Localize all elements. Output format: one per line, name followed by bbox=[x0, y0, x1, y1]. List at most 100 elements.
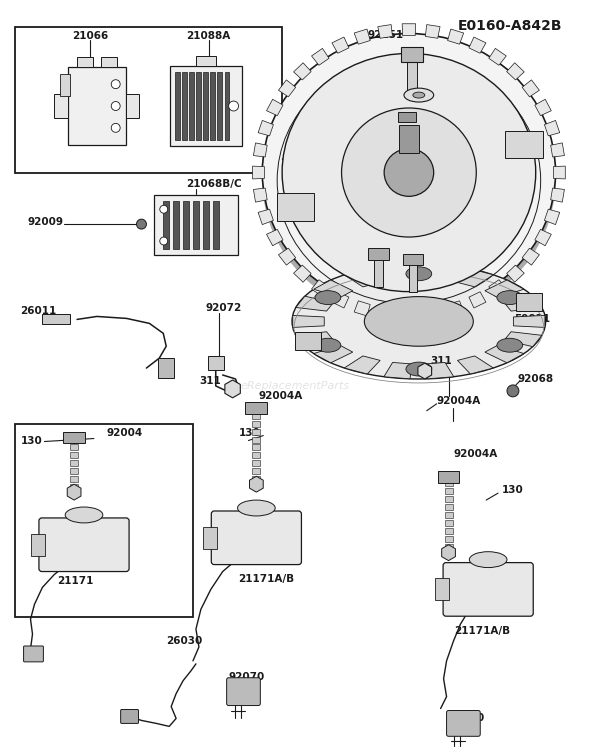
Polygon shape bbox=[294, 63, 311, 80]
Polygon shape bbox=[354, 301, 370, 316]
Polygon shape bbox=[253, 166, 264, 179]
Bar bbox=[225, 72, 230, 140]
Polygon shape bbox=[448, 301, 464, 316]
Circle shape bbox=[136, 219, 146, 229]
Bar bbox=[15, 26, 282, 173]
Polygon shape bbox=[267, 99, 283, 116]
Polygon shape bbox=[507, 63, 525, 80]
Bar bbox=[253, 413, 260, 418]
Bar bbox=[445, 504, 453, 510]
Text: 21171A/B: 21171A/B bbox=[454, 626, 510, 636]
Text: 130: 130 bbox=[21, 436, 42, 445]
Polygon shape bbox=[489, 280, 506, 297]
Bar bbox=[253, 476, 260, 482]
Ellipse shape bbox=[406, 267, 432, 281]
Polygon shape bbox=[258, 210, 273, 225]
Polygon shape bbox=[522, 80, 539, 97]
Polygon shape bbox=[312, 48, 329, 65]
Ellipse shape bbox=[497, 338, 523, 352]
FancyBboxPatch shape bbox=[245, 402, 267, 414]
Circle shape bbox=[160, 205, 168, 213]
Polygon shape bbox=[550, 143, 565, 157]
Bar bbox=[182, 72, 187, 140]
Text: 21066: 21066 bbox=[72, 31, 109, 41]
Bar bbox=[445, 480, 453, 486]
FancyBboxPatch shape bbox=[401, 47, 423, 62]
Text: 130: 130 bbox=[238, 427, 260, 438]
Polygon shape bbox=[513, 315, 545, 327]
Polygon shape bbox=[522, 248, 539, 265]
Bar bbox=[183, 201, 189, 249]
Polygon shape bbox=[507, 265, 525, 282]
Polygon shape bbox=[378, 25, 392, 38]
Polygon shape bbox=[296, 332, 333, 347]
Ellipse shape bbox=[406, 362, 432, 376]
Ellipse shape bbox=[315, 291, 341, 304]
Polygon shape bbox=[402, 24, 416, 35]
Circle shape bbox=[112, 123, 120, 132]
Polygon shape bbox=[332, 291, 349, 308]
Text: 92070: 92070 bbox=[448, 713, 485, 723]
Ellipse shape bbox=[413, 92, 425, 98]
Polygon shape bbox=[345, 269, 380, 287]
Text: 92004A: 92004A bbox=[454, 449, 498, 460]
Bar bbox=[445, 496, 453, 502]
Text: 92151: 92151 bbox=[368, 29, 404, 40]
Bar bbox=[203, 201, 209, 249]
Bar bbox=[173, 201, 179, 249]
FancyBboxPatch shape bbox=[63, 432, 85, 444]
Bar bbox=[445, 512, 453, 518]
Polygon shape bbox=[535, 99, 551, 116]
Polygon shape bbox=[254, 188, 267, 202]
Polygon shape bbox=[504, 332, 542, 347]
Text: 21171: 21171 bbox=[57, 577, 94, 587]
Ellipse shape bbox=[365, 297, 473, 346]
FancyBboxPatch shape bbox=[403, 254, 423, 265]
Text: 92004A: 92004A bbox=[437, 396, 481, 406]
Polygon shape bbox=[469, 37, 486, 53]
Polygon shape bbox=[545, 120, 560, 136]
Polygon shape bbox=[402, 309, 416, 321]
Bar bbox=[70, 484, 78, 490]
Bar bbox=[253, 452, 260, 458]
Polygon shape bbox=[489, 48, 506, 65]
Bar bbox=[445, 528, 453, 534]
Bar bbox=[253, 436, 260, 442]
Bar bbox=[154, 195, 238, 255]
FancyBboxPatch shape bbox=[516, 293, 542, 311]
Text: E0160-A842B: E0160-A842B bbox=[458, 19, 562, 32]
Polygon shape bbox=[312, 280, 329, 297]
Text: 21088A: 21088A bbox=[186, 31, 230, 41]
Polygon shape bbox=[254, 143, 267, 157]
Bar bbox=[374, 257, 383, 287]
Text: 21068B/C: 21068B/C bbox=[186, 179, 242, 189]
Polygon shape bbox=[314, 345, 353, 363]
Polygon shape bbox=[448, 29, 464, 44]
Ellipse shape bbox=[469, 552, 507, 568]
Bar bbox=[193, 201, 199, 249]
Text: 21193: 21193 bbox=[280, 158, 316, 167]
Bar bbox=[253, 429, 260, 435]
Text: 92200: 92200 bbox=[348, 80, 384, 90]
Ellipse shape bbox=[292, 264, 546, 379]
Bar bbox=[70, 469, 78, 475]
FancyBboxPatch shape bbox=[121, 710, 139, 723]
Bar bbox=[445, 520, 453, 526]
Ellipse shape bbox=[404, 88, 434, 102]
Text: 26011: 26011 bbox=[21, 306, 57, 316]
Bar bbox=[15, 424, 193, 617]
FancyBboxPatch shape bbox=[505, 131, 543, 158]
Bar bbox=[409, 262, 417, 291]
Circle shape bbox=[507, 385, 519, 397]
FancyBboxPatch shape bbox=[435, 578, 449, 600]
Text: 510: 510 bbox=[330, 107, 352, 117]
Bar bbox=[213, 201, 219, 249]
Bar bbox=[101, 57, 117, 68]
Text: 130: 130 bbox=[502, 485, 524, 495]
Polygon shape bbox=[553, 166, 565, 179]
Bar bbox=[196, 56, 216, 66]
Ellipse shape bbox=[497, 291, 523, 304]
FancyBboxPatch shape bbox=[31, 534, 45, 556]
Polygon shape bbox=[535, 229, 551, 246]
Polygon shape bbox=[384, 264, 412, 280]
